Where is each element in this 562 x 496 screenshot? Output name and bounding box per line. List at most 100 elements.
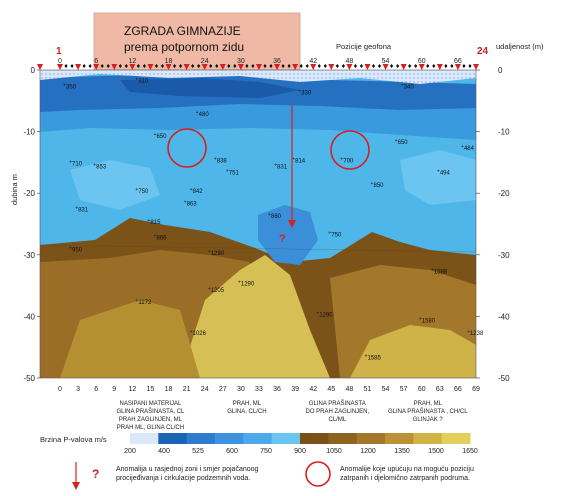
colorbar-swatch <box>158 433 188 444</box>
shot-point-marker <box>305 64 309 68</box>
colorbar-tick-label: 1650 <box>462 448 478 455</box>
shot-point-marker <box>263 64 267 68</box>
velocity-value: 831 <box>78 208 89 214</box>
fault-question-mark: ? <box>279 233 286 245</box>
colorbar-tick-label: 1350 <box>394 448 410 455</box>
cell-marker: + <box>69 159 72 165</box>
cell-marker: + <box>298 89 301 95</box>
cell-marker: + <box>135 76 138 82</box>
geophone-marker <box>111 64 118 70</box>
shot-point-marker <box>468 64 472 68</box>
velocity-value: 330 <box>301 91 312 97</box>
shot-point-marker <box>82 64 86 68</box>
top-tick-label: 66 <box>454 58 462 65</box>
shot-point-marker <box>106 64 110 68</box>
velocity-value: 1588 <box>434 269 448 275</box>
colorbar-tick-label: 1200 <box>360 448 376 455</box>
bottom-tick-label: 69 <box>472 386 480 393</box>
cell-marker: + <box>214 156 217 162</box>
bottom-tick-label: 6 <box>94 386 98 393</box>
top-tick-label: 6 <box>94 58 98 65</box>
cell-marker: + <box>328 230 331 236</box>
shot-point-marker <box>172 64 177 68</box>
soil-description-line: CL/ML <box>328 417 346 423</box>
cell-marker: + <box>467 329 470 335</box>
shot-point-marker <box>118 64 122 68</box>
shot-point-marker <box>341 64 345 68</box>
cell-marker: + <box>437 169 440 175</box>
geophone-marker <box>454 64 461 70</box>
bottom-tick-label: 51 <box>364 386 372 393</box>
geophone-marker <box>346 64 353 70</box>
velocity-value: 838 <box>217 158 228 164</box>
shot-point-marker <box>281 64 285 68</box>
velocity-value: 850 <box>374 183 385 189</box>
velocity-value: 700 <box>343 158 354 164</box>
title-box-background <box>93 12 301 71</box>
velocity-value: 815 <box>150 220 161 226</box>
cell-marker: + <box>461 144 464 150</box>
shot-point-marker <box>359 64 364 68</box>
velocity-value: 1172 <box>138 300 152 306</box>
velocity-value: 1580 <box>422 319 436 325</box>
bottom-tick-label: 30 <box>237 386 245 393</box>
start-geophone-number: 1 <box>56 46 62 57</box>
velocity-value: 1290 <box>241 282 255 288</box>
legend-circle-symbol <box>305 461 331 487</box>
cell-marker: + <box>153 132 156 138</box>
top-tick-label: 54 <box>382 58 390 65</box>
velocity-value: 831 <box>277 165 288 171</box>
shot-point-marker <box>335 64 339 68</box>
velocity-value: 750 <box>138 189 149 195</box>
deep-layer-yellow <box>180 255 330 378</box>
soil-description-line: PRAH ZAGLINJEN, ML <box>119 417 183 423</box>
cell-marker: + <box>395 138 398 144</box>
cell-marker: + <box>371 181 374 187</box>
cell-marker: + <box>238 280 241 286</box>
shot-point-marker <box>389 64 394 68</box>
geophone-marker <box>400 64 407 70</box>
velocity-colorbar: 200 400 525 600 750 900 1050 1200 1350 1500 1650 <box>124 433 478 455</box>
shot-point-marker <box>323 64 327 68</box>
bottom-tick-label: 54 <box>382 386 390 393</box>
light-cyan-patch <box>70 160 160 210</box>
shot-point-marker <box>450 64 454 68</box>
soil-description-line: PRAH, ML <box>414 401 443 407</box>
bottom-tick-label: 45 <box>327 386 335 393</box>
bottom-tick-label: 57 <box>400 386 408 393</box>
legend-circle-text: Anomalije koje upućuju na moguću pozicij… <box>340 466 474 482</box>
geophone-positions-label: Pozicije geofona <box>336 42 392 51</box>
soil-description-line: PRAH ML, GLINA CL/CH <box>117 425 184 431</box>
deep-layer-yellow-right <box>350 325 476 378</box>
top-tick-label: 24 <box>201 58 209 65</box>
colorbar-tick-label: 1500 <box>428 448 444 455</box>
velocity-value: 310 <box>138 78 149 84</box>
shot-point-marker <box>444 64 448 68</box>
bottom-tick-label: 60 <box>418 386 426 393</box>
cell-marker: + <box>364 354 367 360</box>
colorbar-swatch <box>441 433 471 444</box>
cell-marker: + <box>147 218 150 224</box>
soil-description-line: PRAH, ML <box>233 401 262 407</box>
geophone-marker <box>37 64 43 70</box>
velocity-value: 950 <box>72 248 83 254</box>
cell-marker: + <box>135 298 138 304</box>
plot-frame <box>39 69 477 379</box>
geophone-marker <box>255 64 262 70</box>
y-tick-label-right: -20 <box>498 189 510 198</box>
bottom-tick-label: 48 <box>345 386 353 393</box>
shot-point-marker <box>136 64 140 68</box>
velocity-value: 751 <box>229 171 240 177</box>
shot-point-marker <box>209 64 213 68</box>
shot-point-marker <box>142 64 147 68</box>
colorbar-swatch <box>356 433 386 444</box>
velocity-value: 1238 <box>470 331 484 337</box>
bottom-axis-ticks: 0 3 6 9 12 15 18 21 24 27 30 33 36 39 42 45 48 51 54 57 60 63… <box>58 386 480 393</box>
y-tick-label-left: -50 <box>23 374 35 383</box>
shot-point-marker <box>215 64 219 68</box>
colorbar-label: Brzina P-valova m/s <box>40 435 107 444</box>
colorbar-tick-label: 400 <box>158 448 170 455</box>
cell-marker: + <box>93 163 96 169</box>
cell-marker: + <box>208 249 211 255</box>
